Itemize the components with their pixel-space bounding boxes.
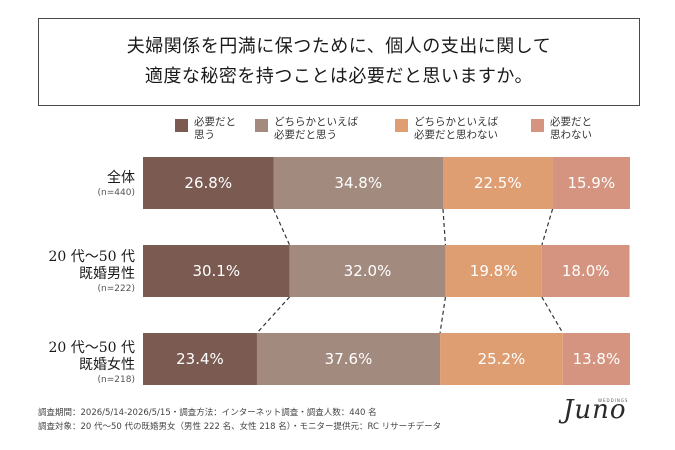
survey-footer: 調査期間：2026/5/14-2026/5/15・調査方法：インターネット調査・…: [38, 406, 441, 434]
legend-swatch-disagree: [531, 119, 544, 132]
row-n-married-men: (n=222): [97, 284, 135, 294]
legend-label-disagree: 必要だと 思わない: [550, 116, 592, 141]
legend-label-somewhat-agree: どちらかといえば 必要だと思う: [274, 116, 358, 141]
legend-swatch-agree: [175, 119, 188, 132]
survey-footer-line-2: 調査対象：20 代〜50 代の既婚男女（男性 222 名、女性 218 名）・モ…: [38, 422, 442, 432]
bar-label-all-somewhat-agree: 34.8%: [334, 174, 382, 192]
legend-swatch-somewhat-agree: [255, 119, 268, 132]
bar-label-married-women-somewhat-agree: 37.6%: [325, 350, 373, 368]
bar-label-married-women-agree: 23.4%: [176, 350, 224, 368]
legend-swatch-somewhat-disagree: [395, 119, 408, 132]
bar-all-somewhat-disagree: [442, 157, 553, 209]
connector-line-all-somewhat-agree: [442, 208, 447, 246]
connector-line-married-men-somewhat-agree: [439, 296, 447, 334]
connector-line-married-men-somewhat-disagree: [541, 296, 564, 334]
bar-married-women-disagree: [562, 333, 630, 385]
bar-label-married-women-somewhat-disagree: 25.2%: [478, 350, 526, 368]
bar-married-men-disagree: [541, 245, 630, 297]
chart-title-line-1: 夫婦関係を円満に保つために、個人の支出に関して: [126, 36, 552, 57]
juno-logo: Juno: [563, 395, 627, 425]
connector-line-all-somewhat-disagree: [541, 208, 554, 246]
row-name-all: 全体: [107, 170, 135, 186]
legend-label-somewhat-disagree: どちらかといえば 必要だと思わない: [414, 116, 498, 141]
legend-item-somewhat-disagree: どちらかといえば 必要だと思わない: [395, 116, 498, 142]
legend-item-agree: 必要だと 思う: [175, 116, 236, 142]
row-n-married-women: (n=218): [97, 375, 135, 385]
bar-married-women-somewhat-agree: [256, 333, 441, 385]
legend: 必要だと 思う どちらかといえば 必要だと思う どちらかといえば 必要だと思わな…: [0, 112, 675, 152]
row-label-all: 全体 (n=440): [0, 170, 135, 199]
row-name-married-women: 20 代〜50 代 既婚女性: [48, 340, 135, 373]
logo-subtext: WEDDINGS: [598, 398, 629, 403]
row-n-all: (n=440): [97, 188, 135, 198]
bar-label-all-somewhat-disagree: 22.5%: [474, 174, 522, 192]
chart-title-box: 夫婦関係を円満に保つために、個人の支出に関して 適度な秘密を持つことは必要だと思…: [38, 18, 640, 106]
bar-label-all-disagree: 15.9%: [567, 174, 615, 192]
bar-married-women-somewhat-disagree: [440, 333, 563, 385]
row-name-married-men: 20 代〜50 代 既婚男性: [48, 249, 135, 282]
legend-item-disagree: 必要だと 思わない: [531, 116, 592, 142]
bar-all-somewhat-agree: [273, 157, 443, 209]
bar-married-men-somewhat-agree: [289, 245, 446, 297]
bar-label-all-agree: 26.8%: [184, 174, 232, 192]
bar-label-married-men-disagree: 18.0%: [562, 262, 610, 280]
row-label-married-men: 20 代〜50 代 既婚男性 (n=222): [0, 249, 135, 295]
chart-title-line-2: 適度な秘密を持つことは必要だと思いますか。: [144, 66, 534, 87]
bar-label-married-men-somewhat-agree: 32.0%: [344, 262, 392, 280]
row-label-married-women: 20 代〜50 代 既婚女性 (n=218): [0, 340, 135, 386]
bar-all-disagree: [552, 157, 630, 209]
bar-married-men-somewhat-disagree: [445, 245, 542, 297]
bar-married-men-agree: [143, 245, 290, 297]
bar-label-married-men-somewhat-disagree: 19.8%: [470, 262, 518, 280]
bar-label-married-women-disagree: 13.8%: [573, 350, 621, 368]
connector-line-all-agree: [272, 208, 291, 246]
bar-all-agree: [143, 157, 274, 209]
legend-item-somewhat-agree: どちらかといえば 必要だと思う: [255, 116, 358, 142]
bar-label-married-men-agree: 30.1%: [192, 262, 240, 280]
legend-label-agree: 必要だと 思う: [194, 116, 236, 141]
survey-footer-line-1: 調査期間：2026/5/14-2026/5/15・調査方法：インターネット調査・…: [38, 408, 377, 418]
bar-married-women-agree: [143, 333, 257, 385]
connector-line-married-men-agree: [256, 296, 291, 334]
